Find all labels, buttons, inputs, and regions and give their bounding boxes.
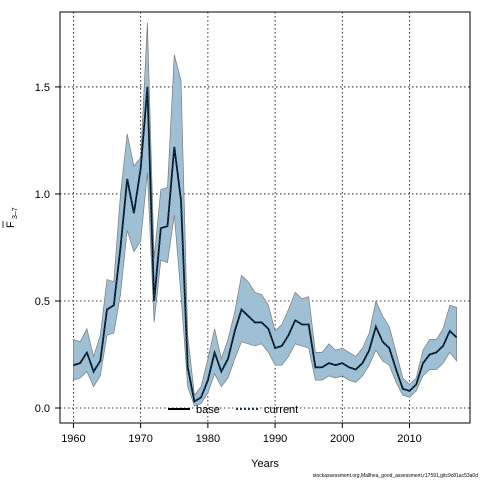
ticks-layer: 1960 1970 1980 1990 2000 2010 0.0 0.5 1.0 1.5 (35, 82, 422, 445)
x-tick-label: 1990 (263, 433, 287, 445)
y-axis-title: F 3–7 (2, 207, 19, 228)
series-line-current (73, 86, 458, 404)
footnote: stockassessment.org,Mallhea_good_assessm… (313, 473, 479, 479)
x-tick-label: 1980 (196, 433, 220, 445)
y-tick-label: 1.5 (35, 82, 50, 94)
y-tick-label: 1.0 (35, 189, 50, 201)
legend: base current (168, 404, 298, 416)
x-tick-label: 1960 (61, 433, 85, 445)
y-axis-title-main: F (5, 221, 17, 228)
legend-label-current: current (264, 404, 298, 416)
y-tick-label: 0.5 (35, 296, 50, 308)
y-tick-label: 0.0 (35, 403, 50, 415)
x-tick-label: 2010 (397, 433, 421, 445)
plot-frame (59, 11, 471, 424)
y-axis-title-sub: 3–7 (12, 207, 19, 219)
series-line-base (73, 86, 458, 403)
x-axis-title: Years (251, 458, 279, 470)
legend-label-base: base (196, 404, 220, 416)
x-tick-label: 1970 (128, 433, 152, 445)
x-tick-label: 2000 (330, 433, 354, 445)
confidence-band (73, 22, 457, 407)
